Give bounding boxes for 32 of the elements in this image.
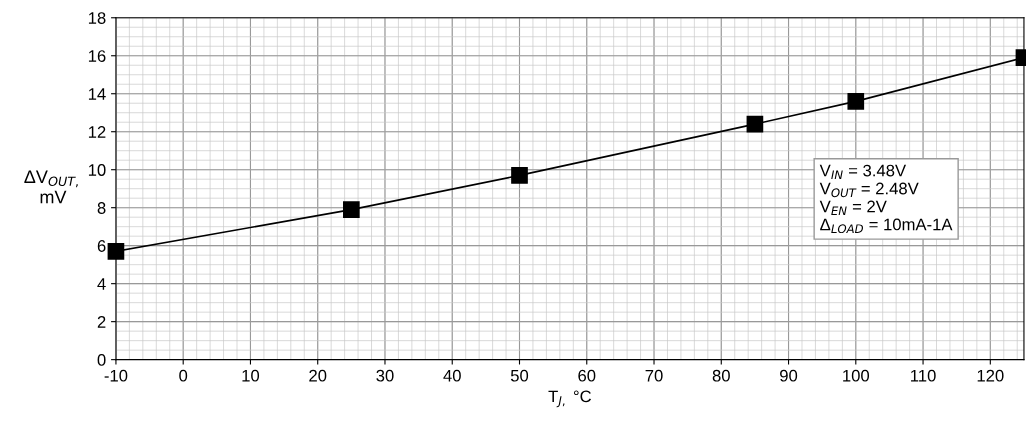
x-tick-label: 120 bbox=[977, 369, 1004, 382]
x-tick-label: 100 bbox=[843, 369, 870, 382]
x-tick-label: 60 bbox=[578, 369, 596, 382]
x-tick-label: 110 bbox=[911, 369, 936, 382]
y-tick-label: 8 bbox=[97, 202, 106, 214]
y-tick-label: 2 bbox=[97, 316, 106, 328]
x-tick-label: 20 bbox=[309, 369, 327, 382]
x-tick-label: 30 bbox=[376, 369, 394, 382]
x-tick-label: 70 bbox=[645, 369, 663, 382]
point bbox=[343, 201, 360, 218]
point bbox=[746, 115, 764, 133]
x-tick-label: 80 bbox=[712, 369, 730, 382]
x-tick-label: -10 bbox=[104, 369, 128, 382]
x-tick-label: 90 bbox=[780, 369, 798, 382]
y-tick-label: 14 bbox=[88, 88, 106, 100]
y-tick-label: 10 bbox=[88, 164, 106, 176]
point bbox=[511, 167, 528, 184]
y-tick-label: 6 bbox=[97, 240, 106, 252]
y-tick-label: 16 bbox=[88, 50, 106, 62]
y-tick-label: 18 bbox=[88, 12, 106, 24]
x-tick-label: 40 bbox=[443, 369, 461, 382]
y-tick-label: 4 bbox=[97, 278, 106, 290]
y-tick-label: 12 bbox=[88, 126, 106, 138]
y-tick-label: 0 bbox=[97, 354, 106, 366]
x-axis-title: T$_{J,}$ °C bbox=[548, 390, 592, 408]
text: V$_{IN}$ = 3.48V V$_{OUT}$ = 2.48V V$_{EN}$ = 2V Δ$_{LOAD}$ = 10mA-1A bbox=[819, 164, 953, 234]
x-tick-label: 0 bbox=[179, 369, 188, 382]
x-tick-label: 10 bbox=[242, 369, 260, 382]
y-axis-title: ΔV$_{OUT,}$ mV bbox=[24, 170, 78, 204]
point bbox=[107, 243, 125, 260]
point bbox=[847, 92, 865, 110]
x-tick-label: 50 bbox=[510, 369, 529, 382]
